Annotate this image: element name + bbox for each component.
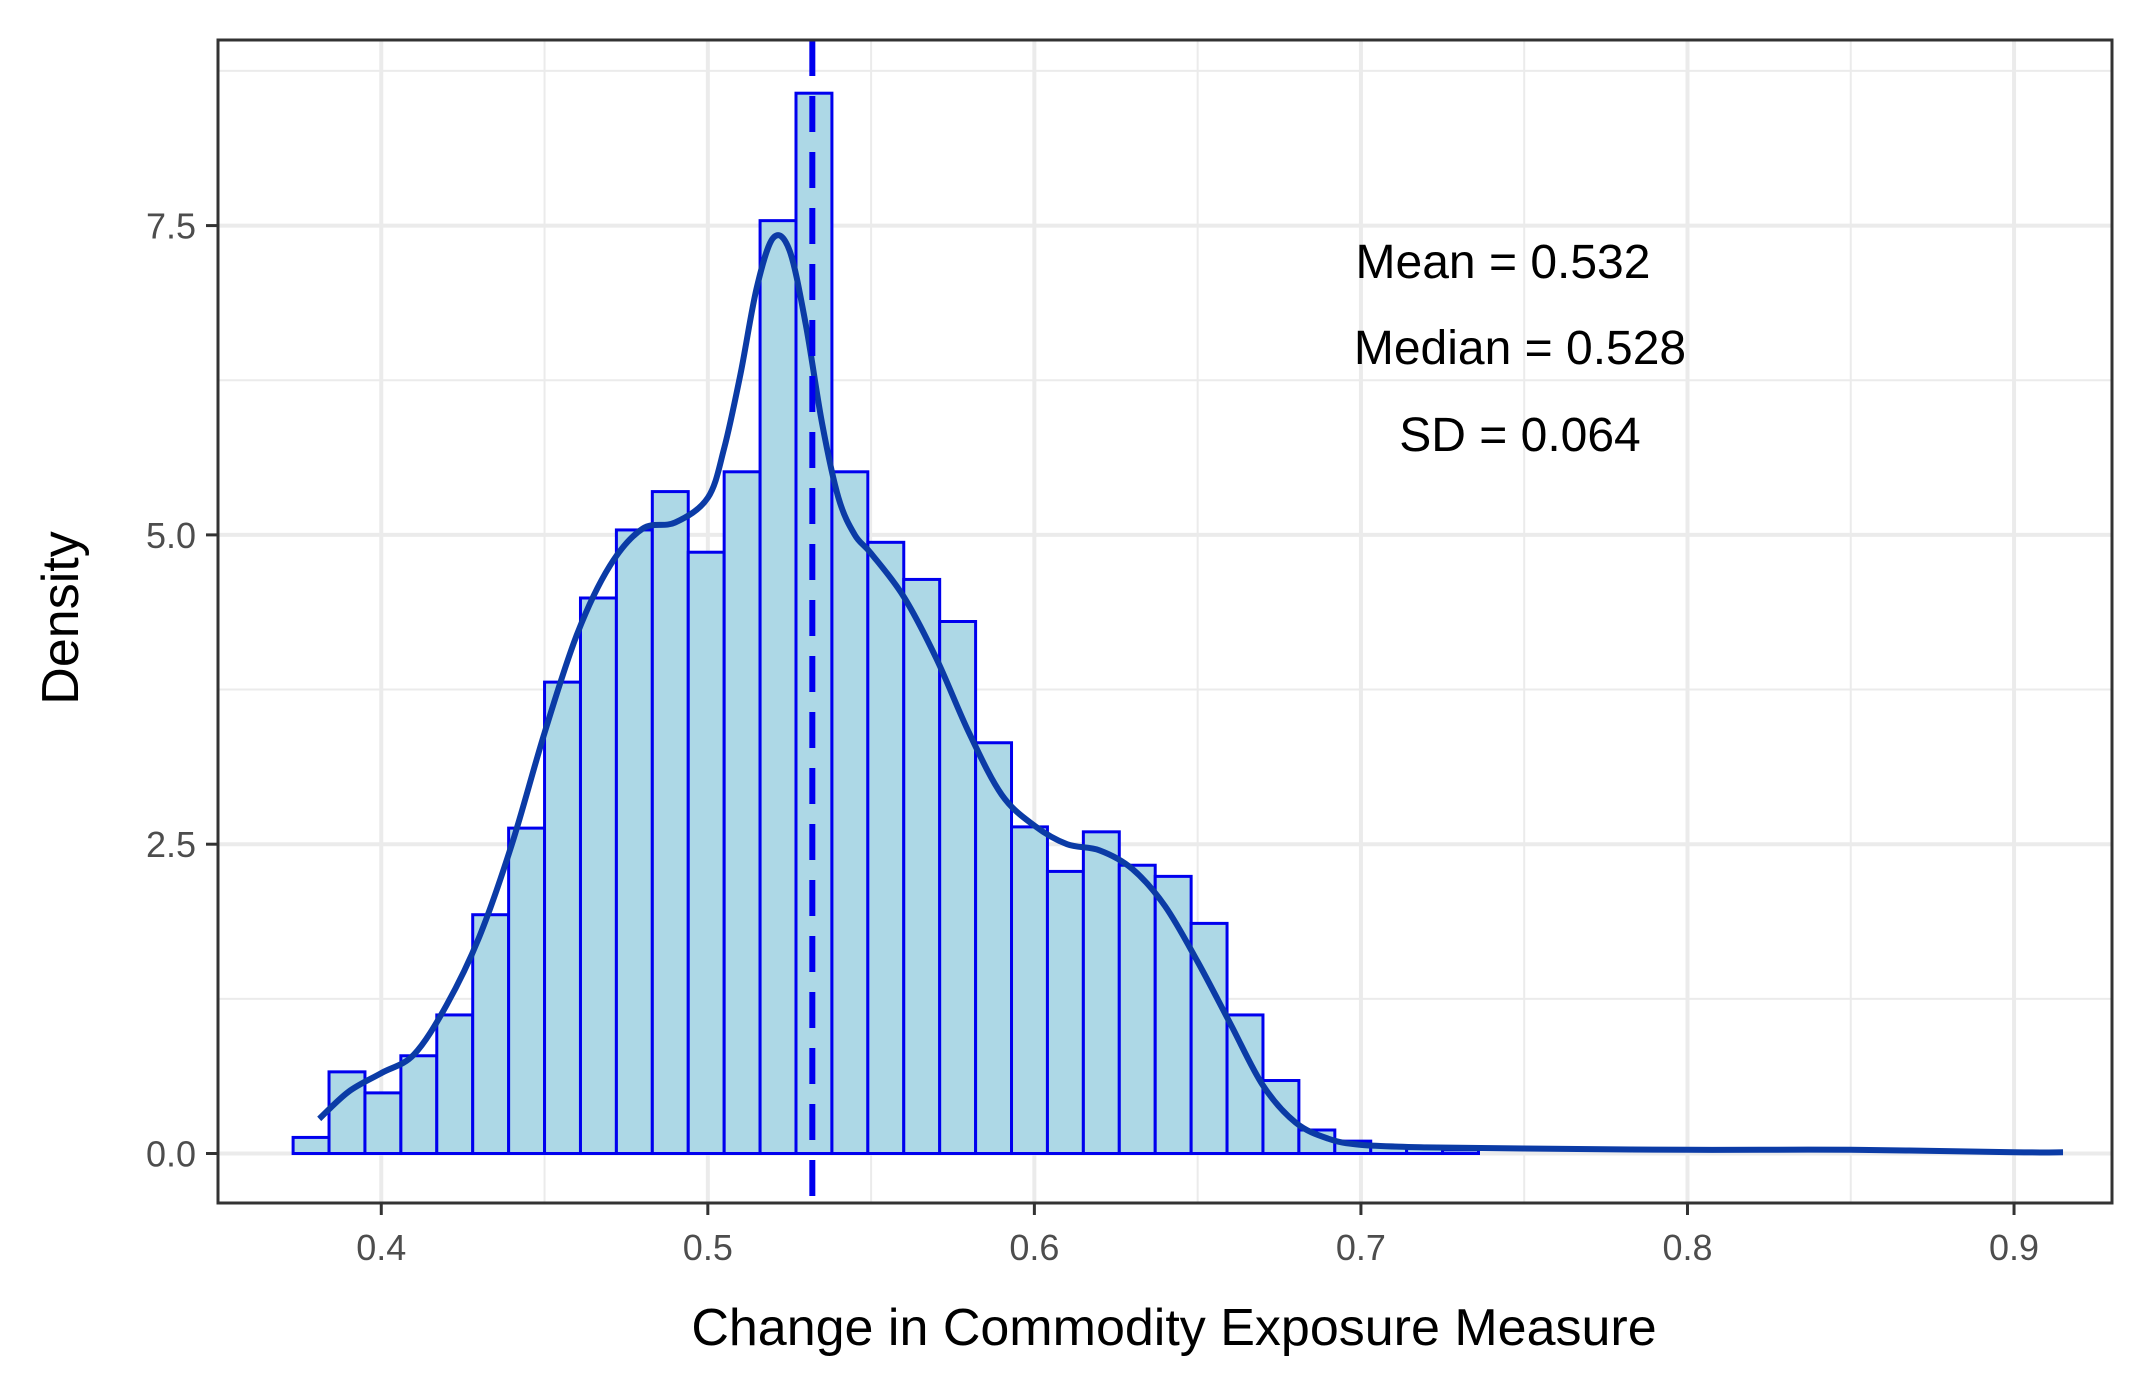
histogram-bar bbox=[1045, 869, 1085, 1156]
histogram-bar bbox=[758, 219, 798, 1156]
histogram-bar bbox=[399, 1054, 439, 1156]
histogram-bar bbox=[722, 470, 762, 1156]
y-tick-label: 2.5 bbox=[146, 824, 196, 865]
x-tick-label: 0.6 bbox=[1009, 1227, 1059, 1268]
histogram-bar bbox=[363, 1091, 403, 1156]
histogram-bar bbox=[291, 1135, 331, 1156]
histogram-bar bbox=[1117, 863, 1157, 1156]
histogram-bar bbox=[614, 528, 654, 1156]
histogram-bar bbox=[866, 540, 906, 1156]
histogram-bar bbox=[686, 550, 726, 1156]
x-tick-label: 0.4 bbox=[356, 1227, 406, 1268]
histogram-bar bbox=[578, 596, 618, 1156]
x-axis: 0.4 0.5 0.6 0.7 0.8 0.9 bbox=[356, 1203, 2039, 1268]
histogram-bar bbox=[543, 680, 582, 1156]
histogram-bar bbox=[1081, 830, 1121, 1156]
major-grid-lines bbox=[218, 40, 2112, 1203]
histogram-bar bbox=[471, 913, 511, 1156]
annotation-sd: SD = 0.064 bbox=[1399, 409, 1641, 462]
histogram-bar bbox=[830, 470, 870, 1156]
histogram-bar bbox=[1225, 1013, 1265, 1156]
x-tick-label: 0.9 bbox=[1989, 1227, 2039, 1268]
y-tick-label: 0.0 bbox=[146, 1134, 196, 1175]
density-curve bbox=[317, 232, 2064, 1156]
x-tick-label: 0.5 bbox=[683, 1227, 733, 1268]
y-tick-label: 7.5 bbox=[146, 206, 196, 247]
y-axis-title: Density bbox=[32, 531, 90, 704]
annotation-median: Median = 0.528 bbox=[1354, 322, 1686, 375]
histogram-bar bbox=[974, 741, 1014, 1156]
y-tick-label: 5.0 bbox=[146, 515, 196, 556]
histogram-bar bbox=[650, 490, 690, 1156]
histogram-bar bbox=[507, 826, 547, 1156]
y-axis: 0.0 2.5 5.0 7.5 bbox=[146, 206, 218, 1175]
annotation-mean: Mean = 0.532 bbox=[1356, 236, 1651, 289]
histogram-bar bbox=[1010, 825, 1049, 1156]
x-tick-label: 0.8 bbox=[1662, 1227, 1712, 1268]
x-axis-title: Change in Commodity Exposure Measure bbox=[691, 1299, 1656, 1357]
histogram-bar bbox=[435, 1013, 475, 1156]
x-tick-label: 0.7 bbox=[1336, 1227, 1386, 1268]
histogram-bar bbox=[902, 577, 942, 1156]
histogram-bars bbox=[291, 91, 1480, 1156]
panel-border bbox=[216, 38, 2114, 1205]
